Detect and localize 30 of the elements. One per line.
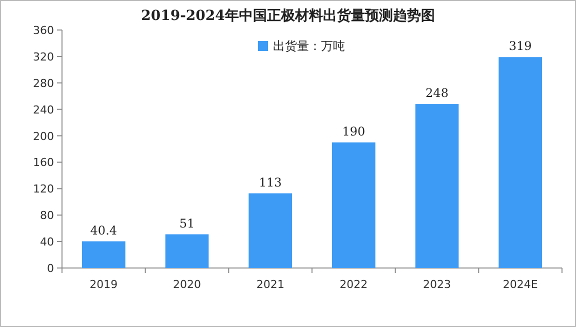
y-tick-label: 200 — [33, 130, 54, 143]
bar — [332, 142, 376, 268]
x-tick-label: 2019 — [90, 278, 118, 291]
bar — [165, 234, 209, 268]
data-label: 40.4 — [90, 223, 118, 238]
x-tick-label: 2023 — [423, 278, 451, 291]
y-tick-label: 80 — [40, 209, 54, 222]
y-tick-label: 360 — [33, 24, 54, 37]
bar — [248, 193, 292, 268]
data-label: 190 — [342, 124, 366, 138]
y-tick-label: 240 — [33, 103, 54, 116]
y-tick-label: 120 — [33, 182, 54, 196]
data-label: 248 — [426, 86, 448, 100]
y-tick-label: 320 — [33, 50, 54, 64]
y-tick-label: 280 — [33, 76, 54, 90]
x-tick-label: 2022 — [340, 278, 368, 291]
bar — [82, 241, 126, 268]
x-tick-label: 2020 — [173, 278, 201, 291]
bar — [415, 104, 459, 268]
data-label: 113 — [258, 175, 282, 190]
data-label: 51 — [179, 216, 195, 230]
y-tick-label: 160 — [33, 156, 54, 170]
y-tick-label: 40 — [40, 236, 54, 249]
bar — [498, 57, 542, 268]
data-label: 319 — [508, 39, 532, 54]
legend-label: 出货量：万吨 — [273, 39, 345, 53]
y-tick-label: 0 — [47, 262, 54, 275]
x-tick-label: 2021 — [256, 278, 284, 291]
x-tick-label: 2024E — [502, 278, 538, 291]
chart-title: 2019-2024年中国正极材料出货量预测趋势图 — [141, 8, 435, 24]
